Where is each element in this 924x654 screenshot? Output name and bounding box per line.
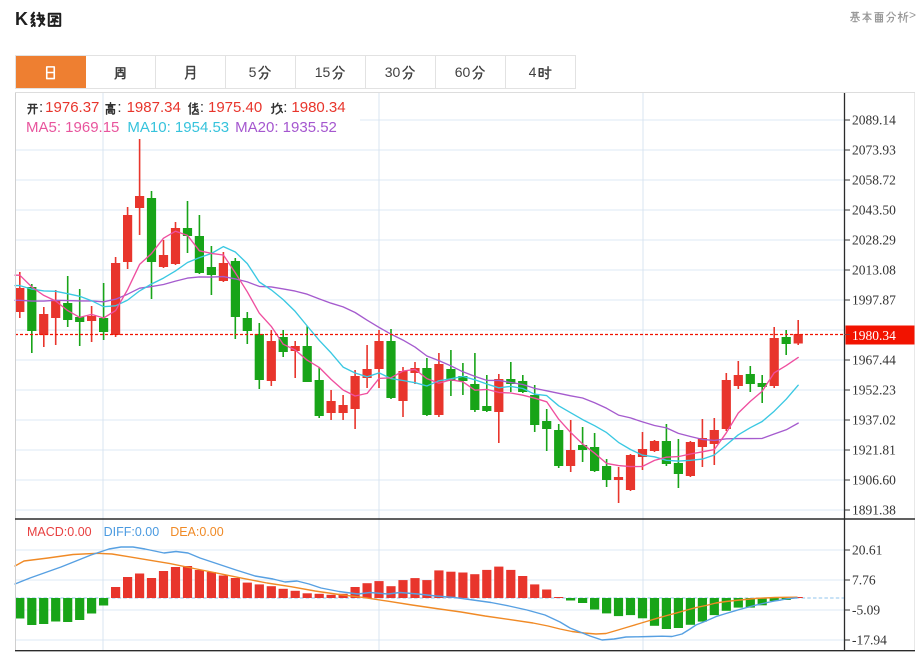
svg-text:1967.44: 1967.44 bbox=[852, 353, 896, 368]
svg-text:2089.14: 2089.14 bbox=[852, 113, 896, 128]
svg-text:2058.72: 2058.72 bbox=[852, 173, 896, 188]
svg-text:1952.23: 1952.23 bbox=[852, 383, 896, 398]
svg-text:1891.38: 1891.38 bbox=[852, 503, 896, 518]
svg-text:2028.29: 2028.29 bbox=[852, 233, 896, 248]
svg-text:1980.34: 1980.34 bbox=[852, 328, 896, 343]
svg-text:2013.08: 2013.08 bbox=[852, 263, 896, 278]
svg-text:7.76: 7.76 bbox=[852, 573, 876, 588]
svg-text:2043.50: 2043.50 bbox=[852, 203, 896, 218]
svg-text:1997.87: 1997.87 bbox=[852, 293, 896, 308]
svg-text:-5.09: -5.09 bbox=[852, 603, 880, 618]
svg-text:1937.02: 1937.02 bbox=[852, 413, 896, 428]
svg-text:2073.93: 2073.93 bbox=[852, 143, 896, 158]
svg-text:1921.81: 1921.81 bbox=[852, 443, 896, 458]
svg-text:20.61: 20.61 bbox=[852, 543, 882, 558]
svg-text:-17.94: -17.94 bbox=[852, 633, 887, 648]
svg-text:1906.60: 1906.60 bbox=[852, 473, 896, 488]
